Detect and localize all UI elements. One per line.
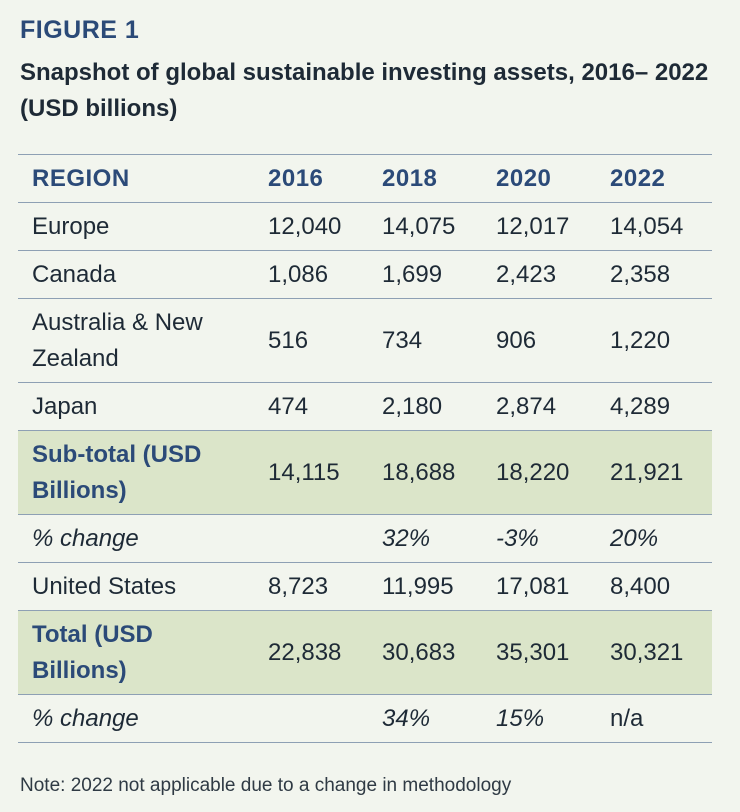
assets-table: REGION 2016 2018 2020 2022 Europe 12,040…	[18, 154, 712, 743]
subtotal-row: Sub-total (USD Billions) 14,115 18,688 1…	[18, 430, 712, 515]
table-cell: 30,321	[596, 610, 712, 695]
table-row: United States 8,723 11,995 17,081 8,400	[18, 562, 712, 611]
table-cell: 1,220	[596, 298, 712, 383]
percent-change-row: % change 34% 15% n/a	[18, 694, 712, 743]
table-cell: 22,838	[254, 610, 368, 695]
table-cell: 14,075	[368, 202, 482, 251]
table-cell: 1,699	[368, 250, 482, 299]
table-row: Canada 1,086 1,699 2,423 2,358	[18, 250, 712, 299]
table-cell: 35,301	[482, 610, 596, 695]
table-cell: 15%	[482, 694, 596, 743]
figure-label: FIGURE 1	[20, 16, 140, 44]
table-row: Europe 12,040 14,075 12,017 14,054	[18, 202, 712, 251]
row-label: Total (USD Billions)	[18, 610, 254, 695]
table-cell: 14,115	[254, 430, 368, 515]
column-header-region: REGION	[18, 154, 254, 203]
table-cell: 18,220	[482, 430, 596, 515]
table-cell: 2,180	[368, 382, 482, 431]
table-cell: 734	[368, 298, 482, 383]
figure-title: Snapshot of global sustainable investing…	[20, 59, 709, 122]
table-cell: 20%	[596, 514, 712, 563]
table-cell: 21,921	[596, 430, 712, 515]
table-cell	[254, 514, 368, 563]
column-header-2018: 2018	[368, 154, 482, 203]
total-row: Total (USD Billions) 22,838 30,683 35,30…	[18, 610, 712, 695]
table-cell: 8,723	[254, 562, 368, 611]
table-cell: -3%	[482, 514, 596, 563]
table-cell: 4,289	[596, 382, 712, 431]
row-label: % change	[18, 514, 254, 563]
row-label: Sub-total (USD Billions)	[18, 430, 254, 515]
table-cell: 34%	[368, 694, 482, 743]
table-cell: 18,688	[368, 430, 482, 515]
table-cell: 2,874	[482, 382, 596, 431]
table-row: Japan 474 2,180 2,874 4,289	[18, 382, 712, 431]
table-cell: 1,086	[254, 250, 368, 299]
row-label: % change	[18, 694, 254, 743]
table-header-row: REGION 2016 2018 2020 2022	[18, 154, 712, 203]
row-label: Canada	[18, 250, 254, 299]
table-cell: 474	[254, 382, 368, 431]
table-cell	[254, 694, 368, 743]
table-cell: 32%	[368, 514, 482, 563]
table-cell: 906	[482, 298, 596, 383]
row-label: Europe	[18, 202, 254, 251]
column-header-2016: 2016	[254, 154, 368, 203]
table-cell: 2,423	[482, 250, 596, 299]
column-header-2020: 2020	[482, 154, 596, 203]
table-cell: 2,358	[596, 250, 712, 299]
table-cell: n/a	[596, 694, 712, 743]
row-label: Australia & New Zealand	[18, 298, 254, 383]
row-label: Japan	[18, 382, 254, 431]
footnote: Note: 2022 not applicable due to a chang…	[20, 775, 512, 796]
column-header-2022: 2022	[596, 154, 712, 203]
table-cell: 30,683	[368, 610, 482, 695]
table-cell: 12,017	[482, 202, 596, 251]
table-cell: 516	[254, 298, 368, 383]
row-label: United States	[18, 562, 254, 611]
table-row: Australia & New Zealand 516 734 906 1,22…	[18, 298, 712, 383]
table-cell: 11,995	[368, 562, 482, 611]
table-cell: 17,081	[482, 562, 596, 611]
table-cell: 8,400	[596, 562, 712, 611]
table-cell: 12,040	[254, 202, 368, 251]
table-cell: 14,054	[596, 202, 712, 251]
percent-change-row: % change 32% -3% 20%	[18, 514, 712, 563]
